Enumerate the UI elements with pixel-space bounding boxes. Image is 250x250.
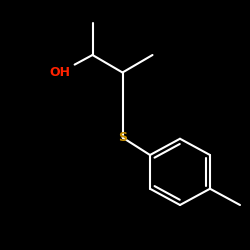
Text: OH: OH bbox=[50, 66, 70, 79]
Text: S: S bbox=[118, 131, 127, 144]
